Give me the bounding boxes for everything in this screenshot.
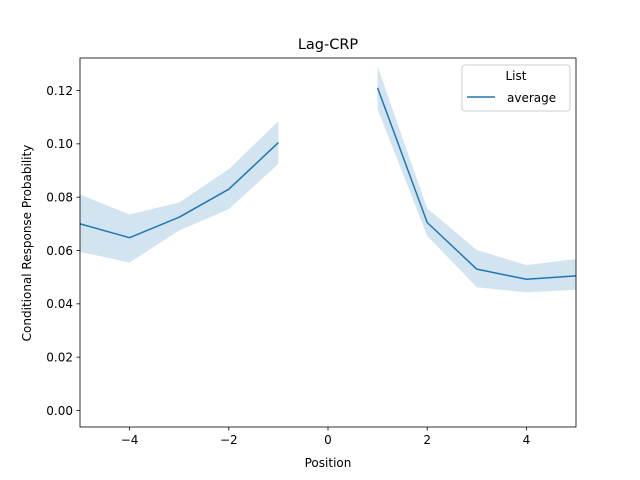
y-axis-label: Conditional Response Probability — [20, 145, 34, 342]
y-tick-label: 0.04 — [46, 297, 73, 311]
y-tick-label: 0.06 — [46, 244, 73, 258]
y-tick-label: 0.02 — [46, 350, 73, 364]
x-tick-label: 0 — [324, 433, 332, 447]
legend: List average — [461, 64, 571, 112]
plot-contents — [80, 66, 576, 293]
x-axis-label: Position — [305, 456, 352, 470]
x-tick-label: 4 — [523, 433, 531, 447]
chart-title: Lag-CRP — [298, 37, 359, 53]
axes: −4 −2 0 2 4 0.00 0.02 0.04 0.06 0.08 0.10 0.12 — [46, 57, 577, 447]
legend-frame — [461, 64, 571, 112]
y-tick-label: 0.08 — [46, 190, 73, 204]
confidence-band-positive-lags — [377, 66, 576, 293]
legend-title: List — [506, 69, 527, 83]
series-line-negative-lags — [80, 141, 279, 239]
series-line-positive-lags — [376, 87, 576, 281]
legend-label-average: average — [507, 91, 556, 105]
y-tick-label: 0.00 — [46, 404, 73, 418]
confidence-band-negative-lags — [80, 121, 279, 263]
plot-area — [80, 66, 576, 293]
x-tick-label: −4 — [121, 433, 139, 447]
y-tick-label: 0.12 — [46, 84, 73, 98]
y-tick-label: 0.10 — [46, 137, 73, 151]
x-tick-label: −2 — [220, 433, 238, 447]
x-tick-label: 2 — [423, 433, 431, 447]
